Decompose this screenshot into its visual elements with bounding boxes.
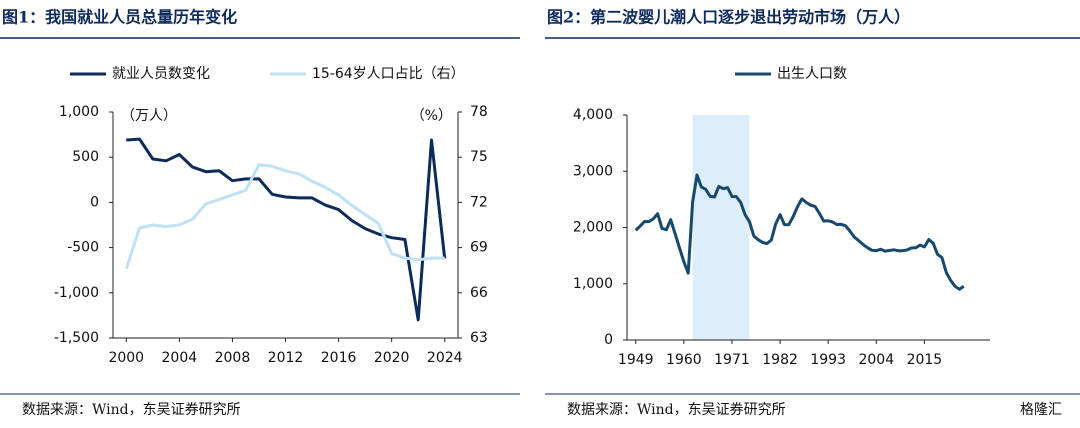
x-tick-label: 1993	[810, 352, 846, 368]
chart-title: 图2：第二波婴儿潮人口逐步退出劳动市场（万人）	[547, 8, 910, 27]
series-line	[126, 137, 447, 322]
x-tick-label: 1971	[714, 352, 750, 368]
y2-unit: （%）	[411, 108, 452, 124]
y-tick-label: 3,000	[573, 163, 613, 179]
y-tick-label: 0	[604, 332, 613, 348]
y-tick-label: 1,000	[573, 276, 613, 292]
y2-tick-label: 78	[470, 104, 488, 120]
y-tick-label: 4,000	[573, 107, 613, 123]
y-tick-label: -500	[67, 240, 99, 256]
x-tick-label: 1982	[762, 352, 798, 368]
legend-label: 出生人口数	[777, 66, 847, 82]
y-tick-label: 500	[72, 149, 99, 165]
y-tick-label: 2,000	[573, 220, 613, 236]
x-tick-label: 2015	[907, 352, 943, 368]
x-tick-label: 2016	[321, 350, 357, 366]
x-tick-label: 2000	[108, 350, 144, 366]
y-tick-label: 0	[90, 194, 99, 210]
x-tick-label: 2008	[215, 350, 251, 366]
legend-label: 15-64岁人口占比（右）	[312, 66, 465, 82]
y2-tick-label: 66	[470, 285, 488, 301]
x-tick-label: 2004	[162, 350, 198, 366]
y-unit: （万人）	[121, 108, 177, 124]
series-line	[634, 173, 965, 291]
y-tick-label: -1,500	[54, 330, 99, 346]
y2-tick-label: 75	[470, 149, 488, 165]
watermark: 格隆汇	[1020, 402, 1062, 418]
series-line	[124, 163, 445, 270]
chart-title: 图1：我国就业人员总量历年变化	[2, 8, 237, 27]
x-tick-label: 2012	[268, 350, 304, 366]
y2-tick-label: 69	[470, 240, 488, 256]
x-tick-label: 2004	[858, 352, 894, 368]
x-tick-label: 2020	[374, 350, 410, 366]
y2-tick-label: 72	[470, 194, 488, 210]
y-tick-label: -1,000	[54, 285, 99, 301]
legend-label: 就业人员数变化	[112, 66, 210, 82]
source: 数据来源：Wind，东吴证券研究所	[22, 402, 241, 418]
highlight-band	[692, 115, 750, 340]
x-tick-label: 1949	[618, 352, 654, 368]
y-tick-label: 1,000	[59, 104, 99, 120]
x-tick-label: 2024	[427, 350, 463, 366]
source: 数据来源：Wind，东吴证券研究所	[567, 402, 786, 418]
y2-tick-label: 63	[470, 330, 488, 346]
x-tick-label: 1960	[666, 352, 702, 368]
